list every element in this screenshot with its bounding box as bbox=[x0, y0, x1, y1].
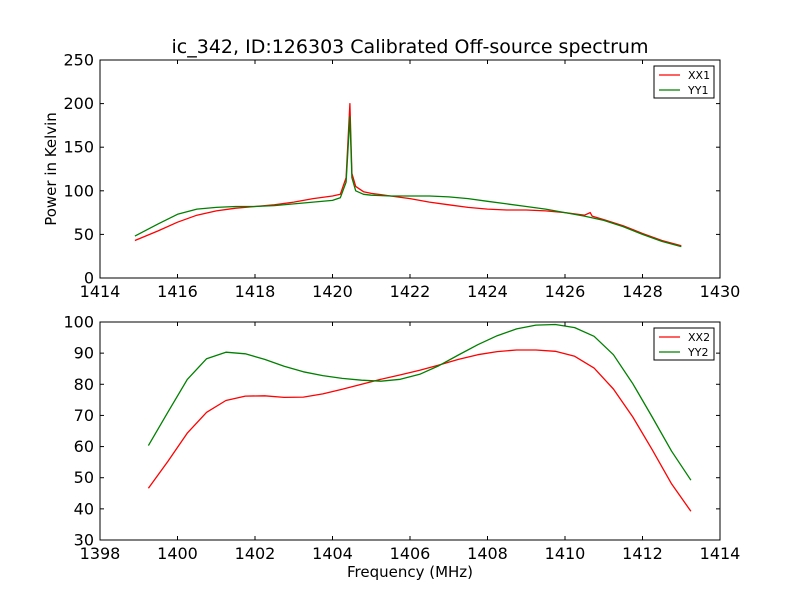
series-line-xx2 bbox=[147, 349, 692, 512]
series-line-yy1 bbox=[134, 116, 682, 248]
y-tick-label: 60 bbox=[74, 437, 94, 456]
y-tick-label: 90 bbox=[74, 344, 94, 363]
x-tick-label: 1426 bbox=[545, 282, 586, 301]
y-tick-label: 250 bbox=[63, 51, 94, 70]
legend-box bbox=[653, 327, 715, 361]
legend-entry-xx1: XX1 bbox=[688, 69, 710, 82]
y-tick-label: 150 bbox=[63, 138, 94, 157]
bottom-panel: 1398 1400 1402 1404 1406 1408 1410 1412 1414 30 40… bbox=[63, 313, 740, 582]
y-tick-label: 40 bbox=[74, 499, 94, 518]
x-tick-label: 1420 bbox=[312, 282, 353, 301]
x-tick-label: 1418 bbox=[235, 282, 276, 301]
x-tick-label: 1428 bbox=[622, 282, 663, 301]
y-tick-label: 100 bbox=[63, 313, 94, 332]
y-tick-label: 70 bbox=[74, 406, 94, 425]
x-tick-label: 1404 bbox=[312, 544, 353, 563]
top-panel: 1414 1416 1418 1420 1422 1424 1426 1428 1430 0 50 1… bbox=[42, 51, 740, 302]
y-tick-label: 30 bbox=[74, 531, 94, 550]
y-tick-label: 100 bbox=[63, 181, 94, 200]
y-tick-label: 50 bbox=[74, 225, 94, 244]
y-axis-label: Power in Kelvin bbox=[42, 112, 60, 226]
y-tick-label: 0 bbox=[84, 269, 94, 288]
y-tick-label: 50 bbox=[74, 468, 94, 487]
plot-frame bbox=[99, 321, 721, 541]
plot-area bbox=[100, 60, 720, 278]
legend-entry-yy1: YY1 bbox=[687, 84, 708, 97]
x-tick-label: 1400 bbox=[157, 544, 198, 563]
x-tick-label: 1402 bbox=[235, 544, 276, 563]
x-tick-label: 1416 bbox=[157, 282, 198, 301]
chart-title: ic_342, ID:126303 Calibrated Off-source … bbox=[172, 36, 649, 58]
x-tick-label: 1398 bbox=[80, 544, 121, 563]
x-tick-label: 1412 bbox=[622, 544, 663, 563]
legend-entry-yy2: YY2 bbox=[687, 346, 708, 359]
x-tick-label: 1430 bbox=[700, 282, 741, 301]
x-tick-label: 1410 bbox=[545, 544, 586, 563]
x-tick-label: 1406 bbox=[390, 544, 431, 563]
x-tick-label: 1422 bbox=[390, 282, 431, 301]
x-tick-label: 1424 bbox=[467, 282, 508, 301]
legend-box bbox=[653, 65, 715, 99]
legend-entry-xx2: XX2 bbox=[688, 331, 710, 344]
y-tick-label: 80 bbox=[74, 375, 94, 394]
y-tick-label: 200 bbox=[63, 94, 94, 113]
x-axis-label: Frequency (MHz) bbox=[347, 563, 473, 581]
plot-frame bbox=[99, 59, 721, 279]
series-line-yy2 bbox=[147, 323, 692, 481]
x-tick-label: 1414 bbox=[700, 544, 741, 563]
x-tick-label: 1414 bbox=[80, 282, 121, 301]
x-tick-label: 1408 bbox=[467, 544, 508, 563]
plot-area bbox=[100, 322, 720, 540]
